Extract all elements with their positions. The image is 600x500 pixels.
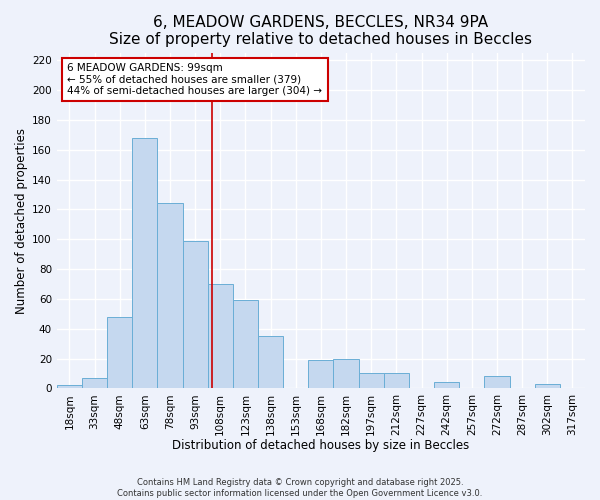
Bar <box>308 360 334 388</box>
Bar <box>484 376 509 388</box>
Bar <box>107 316 132 388</box>
Bar <box>535 384 560 388</box>
Bar <box>132 138 157 388</box>
Bar <box>57 386 82 388</box>
Bar <box>359 374 384 388</box>
Bar <box>157 204 182 388</box>
Bar <box>384 374 409 388</box>
Bar <box>82 378 107 388</box>
Bar <box>434 382 459 388</box>
Bar <box>233 300 258 388</box>
Title: 6, MEADOW GARDENS, BECCLES, NR34 9PA
Size of property relative to detached house: 6, MEADOW GARDENS, BECCLES, NR34 9PA Siz… <box>109 15 532 48</box>
Bar <box>182 240 208 388</box>
Text: 6 MEADOW GARDENS: 99sqm
← 55% of detached houses are smaller (379)
44% of semi-d: 6 MEADOW GARDENS: 99sqm ← 55% of detache… <box>67 63 322 96</box>
Bar <box>258 336 283 388</box>
Bar <box>334 358 359 388</box>
Y-axis label: Number of detached properties: Number of detached properties <box>15 128 28 314</box>
Bar <box>208 284 233 389</box>
X-axis label: Distribution of detached houses by size in Beccles: Distribution of detached houses by size … <box>172 440 470 452</box>
Text: Contains HM Land Registry data © Crown copyright and database right 2025.
Contai: Contains HM Land Registry data © Crown c… <box>118 478 482 498</box>
